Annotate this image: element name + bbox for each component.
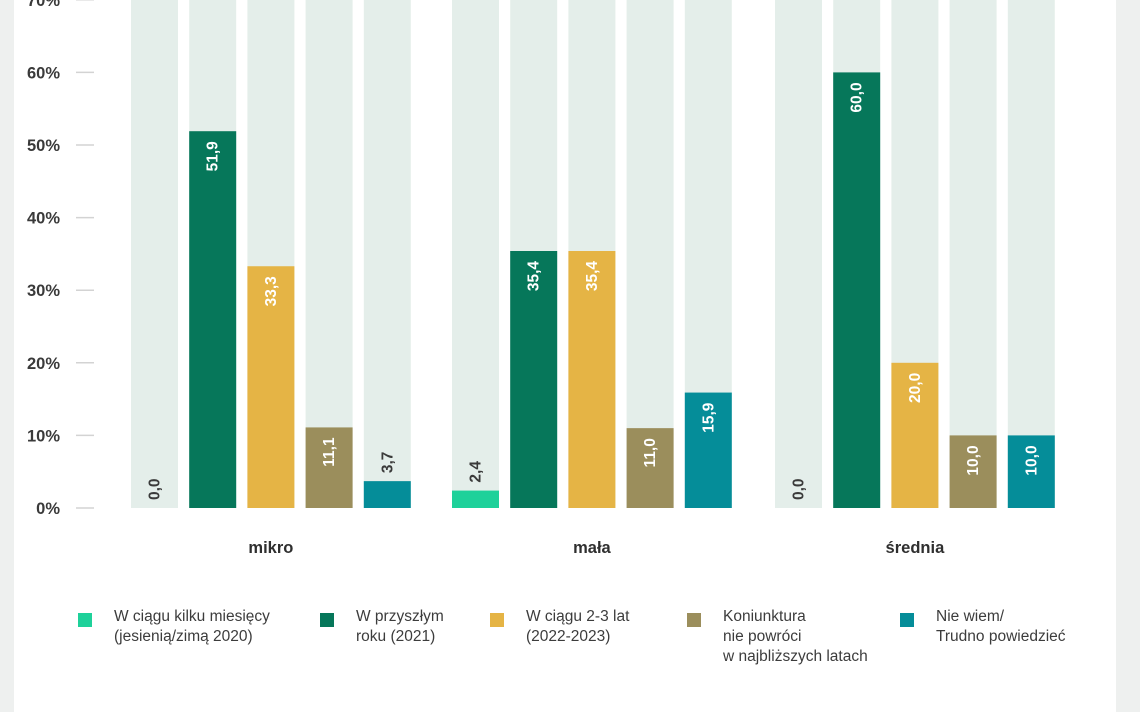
y-tick-label: 10%: [27, 427, 60, 445]
y-tick-label: 60%: [27, 64, 60, 82]
y-tick-label: 70%: [27, 0, 60, 10]
bar: [1007, 435, 1055, 508]
legend-label-no-recovery: Koniunktura nie powróci w najbliższych l…: [723, 608, 868, 665]
bar-value-label: 15,9: [700, 402, 717, 433]
legend-label-dont-know: Nie wiem/ Trudno powiedzieć: [936, 608, 1066, 645]
y-tick-label: 0%: [36, 500, 60, 518]
bar-background: [949, 0, 997, 509]
legend-label-months: W ciągu kilku miesięcy (jesienią/zimą 20…: [114, 608, 270, 645]
bar-value-label: 11,1: [321, 437, 338, 467]
bar: [891, 362, 939, 508]
bar: [510, 250, 558, 508]
bar-value-label: 3,7: [379, 452, 396, 474]
bar: [949, 435, 997, 508]
legend-swatch-dont-know: [900, 613, 914, 627]
category-label-mikro: mikro: [248, 539, 293, 557]
bar: [452, 490, 499, 508]
legend-swatch-months: [78, 613, 92, 627]
legend-swatch-next-year: [320, 613, 334, 627]
bar-background: [305, 0, 353, 509]
bar-value-label: 2,4: [468, 461, 485, 483]
bar-value-label: 35,4: [584, 261, 601, 292]
y-tick-label: 40%: [27, 210, 60, 228]
y-tick-label: 30%: [27, 282, 60, 300]
bar-background: [775, 0, 822, 509]
legend-label-next-year: W przyszłym roku (2021): [356, 608, 444, 645]
legend-label-2-3-years: W ciągu 2-3 lat (2022-2023): [526, 608, 630, 645]
bar: [833, 72, 881, 509]
legend-swatch-no-recovery: [687, 613, 701, 627]
bar-value-label: 60,0: [849, 82, 866, 112]
bar: [363, 481, 411, 508]
bar-value-label: 35,4: [526, 261, 543, 292]
y-tick-label: 50%: [27, 137, 60, 155]
legend: W ciągu kilku miesięcy (jesienią/zimą 20…: [0, 607, 1140, 687]
bar-value-label: 0,0: [791, 478, 808, 500]
legend-swatch-2-3-years: [490, 613, 504, 627]
category-label-mala: mała: [573, 539, 611, 557]
bar-background: [626, 0, 674, 509]
bar: [684, 392, 732, 508]
bar-value-label: 20,0: [907, 373, 924, 403]
bar-value-label: 10,0: [1023, 445, 1040, 475]
bar-background: [363, 0, 411, 509]
bar-value-label: 10,0: [965, 445, 982, 475]
bar-value-label: 11,0: [642, 438, 659, 467]
bar: [189, 131, 237, 508]
bar: [247, 266, 295, 508]
bar-value-label: 51,9: [205, 141, 222, 172]
bar-value-label: 33,3: [263, 276, 280, 307]
bar-value-label: 0,0: [147, 478, 164, 500]
bar-background: [131, 0, 178, 509]
bar-background: [1007, 0, 1055, 509]
bar: [568, 250, 616, 508]
bar: [626, 428, 674, 508]
bar: [305, 427, 353, 508]
bar-background: [452, 0, 499, 509]
bar-chart: 0% 10% 20% 30% 40% 50% 60% 70% 0,0 51,9 33,3 11,1 3,…: [27, 0, 1055, 557]
y-tick-label: 20%: [27, 355, 60, 373]
category-label-srednia: średnia: [886, 539, 946, 557]
